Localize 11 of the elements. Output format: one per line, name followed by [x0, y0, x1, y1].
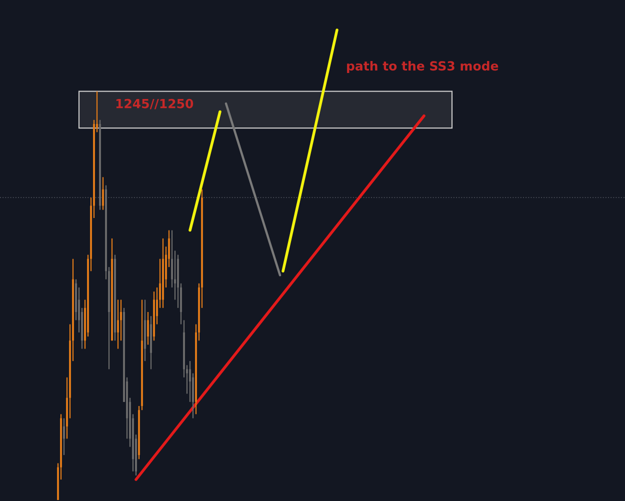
band-label: 1245//1250 [116, 98, 194, 110]
text: path to the SS3 mode [347, 60, 498, 74]
candlestick [153, 291, 155, 342]
candlestick [150, 316, 152, 370]
candlestick [141, 299, 143, 411]
candlestick [102, 176, 104, 210]
candlestick [144, 299, 146, 362]
candlestick [162, 238, 164, 308]
candlestick [63, 418, 65, 456]
candlestick [117, 299, 119, 350]
candlestick [147, 311, 149, 346]
